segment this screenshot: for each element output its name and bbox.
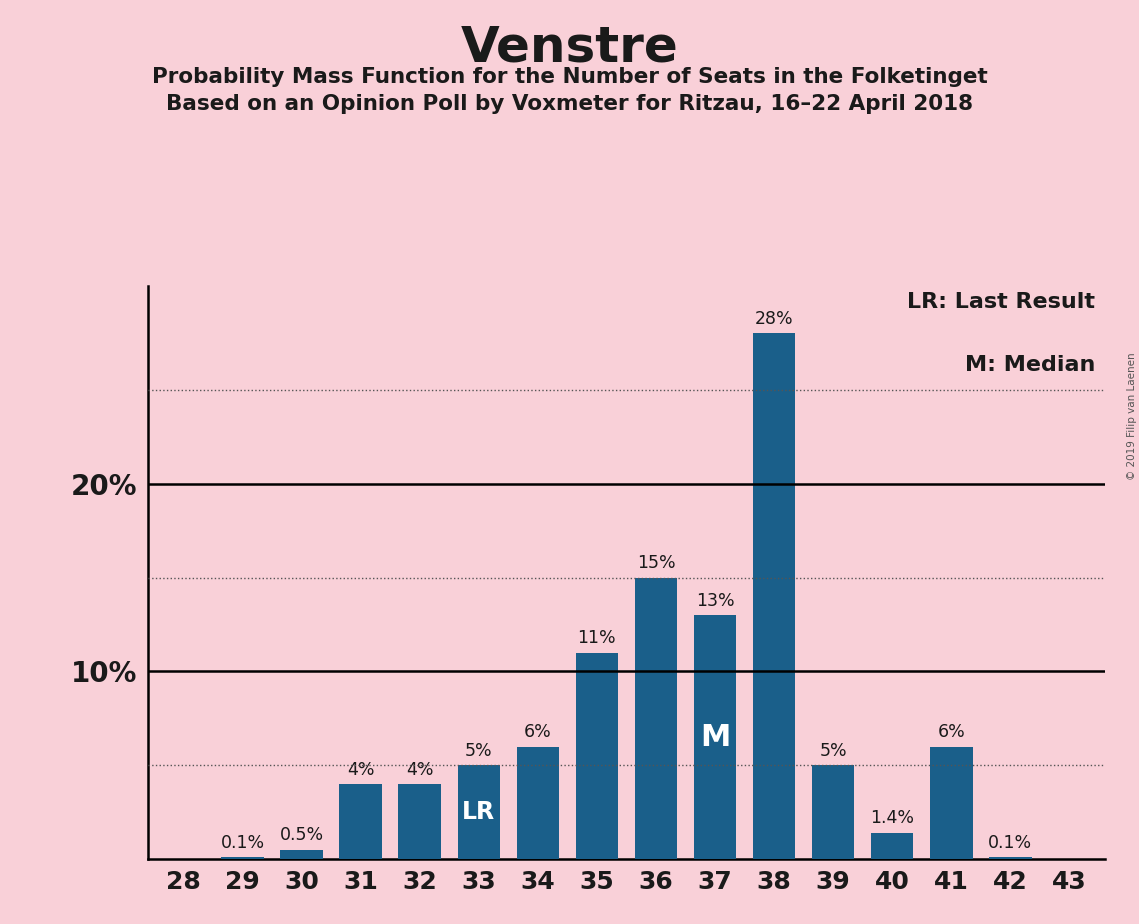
Bar — [753, 334, 795, 859]
Bar — [221, 857, 264, 859]
Text: 4%: 4% — [405, 760, 434, 779]
Bar — [989, 857, 1032, 859]
Text: 15%: 15% — [637, 554, 675, 572]
Bar — [399, 784, 441, 859]
Text: 5%: 5% — [465, 742, 492, 760]
Text: 11%: 11% — [577, 629, 616, 647]
Text: M: M — [699, 723, 730, 752]
Text: 6%: 6% — [524, 723, 551, 741]
Text: Probability Mass Function for the Number of Seats in the Folketinget: Probability Mass Function for the Number… — [151, 67, 988, 87]
Bar — [634, 578, 678, 859]
Text: 0.1%: 0.1% — [989, 833, 1032, 852]
Bar — [458, 765, 500, 859]
Text: 0.5%: 0.5% — [279, 826, 323, 845]
Bar — [812, 765, 854, 859]
Text: 1.4%: 1.4% — [870, 809, 915, 827]
Text: 13%: 13% — [696, 591, 735, 610]
Text: © 2019 Filip van Laenen: © 2019 Filip van Laenen — [1126, 352, 1137, 480]
Text: 5%: 5% — [819, 742, 847, 760]
Bar — [931, 747, 973, 859]
Bar — [694, 615, 736, 859]
Text: 0.1%: 0.1% — [221, 833, 264, 852]
Text: Based on an Opinion Poll by Voxmeter for Ritzau, 16–22 April 2018: Based on an Opinion Poll by Voxmeter for… — [166, 94, 973, 115]
Text: Venstre: Venstre — [460, 23, 679, 71]
Bar — [575, 652, 618, 859]
Text: LR: LR — [462, 800, 495, 824]
Bar — [339, 784, 382, 859]
Bar — [871, 833, 913, 859]
Text: 4%: 4% — [347, 760, 375, 779]
Bar — [517, 747, 559, 859]
Bar — [280, 850, 322, 859]
Text: M: Median: M: Median — [965, 355, 1096, 375]
Text: 6%: 6% — [937, 723, 965, 741]
Text: 28%: 28% — [755, 310, 794, 328]
Text: LR: Last Result: LR: Last Result — [908, 292, 1096, 312]
